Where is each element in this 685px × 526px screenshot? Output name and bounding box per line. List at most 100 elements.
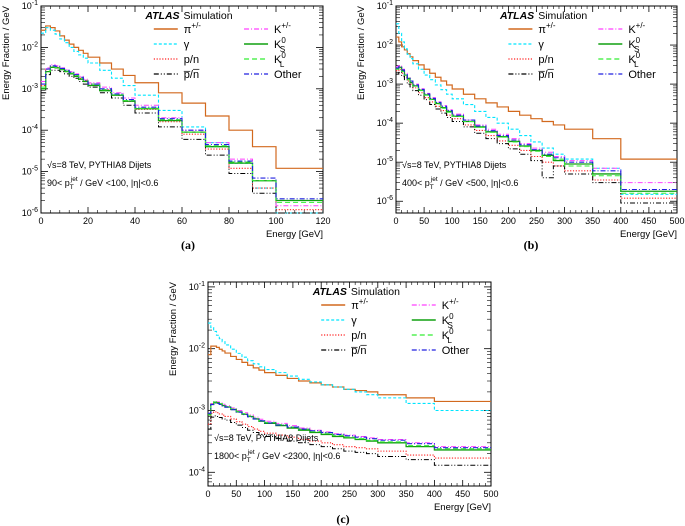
cut-rest: / GeV <100, |η|<0.6: [78, 178, 159, 188]
y-tick-base: 10: [377, 196, 387, 206]
x-tick-label: 300: [370, 489, 385, 499]
y-tick-exp: -1: [199, 281, 205, 288]
x-tick-label: 100: [268, 216, 283, 226]
y-tick-base: 10: [22, 125, 32, 135]
legend-label-pi: π+/-: [184, 21, 201, 36]
series-line-gamma: [208, 322, 491, 412]
cut-label: 400< pTjet / GeV <500, |η|<0.6: [402, 176, 518, 191]
cut-sub-T: T: [430, 184, 434, 191]
y-tick-label: 10-3: [22, 83, 38, 94]
legend-sub: S: [280, 45, 285, 54]
legend-sub: L: [634, 60, 639, 69]
legend-main: K: [442, 300, 450, 312]
x-tick-label: 200: [501, 216, 516, 226]
x-tick-label: 450: [455, 489, 470, 499]
legend-sup: +/-: [546, 21, 556, 30]
x-tick-label: 40: [130, 216, 140, 226]
legend-label-pn: p/n: [538, 54, 553, 66]
legend-main: π: [351, 300, 359, 312]
legend-sup: 0: [281, 51, 286, 60]
cut-pre: 400< p: [402, 178, 430, 188]
legend-sup: 0: [281, 36, 286, 45]
legend-label-ks: K0 S: [628, 36, 640, 54]
x-tick-label: 200: [314, 489, 329, 499]
x-axis-title: Energy [GeV]: [620, 229, 677, 240]
cut-pre: 1800< p: [214, 451, 247, 461]
y-tick-label: 10-3: [189, 404, 205, 415]
legend-main: K: [628, 24, 636, 36]
y-tick-exp: -3: [32, 83, 38, 90]
atlas-bold: ATLAS: [144, 10, 179, 22]
legend-label-kl: K0 L: [628, 51, 640, 69]
y-tick-label: 10-5: [22, 166, 38, 177]
legend-label-ks: K0 S: [442, 312, 454, 330]
x-tick-label: 80: [224, 216, 234, 226]
y-tick-label: 10-6: [22, 207, 38, 218]
x-tick-label: 100: [445, 216, 460, 226]
panel-b: (b) 0 50 100 150 200 250 300 350 400 450 50010-610…: [356, 0, 685, 252]
legend-sup: +/-: [636, 21, 646, 30]
atlas-simulation: Simulation: [351, 286, 400, 298]
x-tick-label: 20: [83, 216, 93, 226]
x-tick-label: 0: [393, 216, 398, 226]
energy-label: √s=8 TeV, PYTHIA8 Dijets: [47, 160, 152, 170]
series-line-pn: [396, 68, 677, 199]
legend-label-gamma: γ: [184, 39, 190, 51]
energy-label: √s=8 TeV, PYTHIA8 Dijets: [214, 433, 319, 443]
y-tick-base: 10: [189, 467, 199, 477]
legend-label-kpm: K+/-: [274, 21, 291, 36]
legend-label-kpm: K+/-: [442, 297, 459, 312]
y-tick-exp: -5: [32, 166, 38, 173]
legend-main: K: [274, 39, 282, 51]
series-line-pnbar: [41, 69, 323, 214]
series-line-pi: [396, 36, 677, 160]
legend-main: γ: [184, 39, 190, 51]
x-tick-label: 50: [231, 489, 241, 499]
y-tick-base: 10: [377, 1, 387, 11]
x-tick-label: 350: [585, 216, 600, 226]
series-line-ks: [41, 66, 323, 202]
panel-label-c: (c): [336, 512, 349, 526]
legend-main: p̅/n̅: [183, 69, 200, 81]
atlas-label: ATLAS Simulation: [144, 10, 232, 22]
legend-main: K: [442, 330, 450, 342]
y-tick-base: 10: [377, 157, 387, 167]
series-line-kl: [396, 67, 677, 194]
y-tick-label: 10-1: [22, 0, 38, 11]
atlas-label: ATLAS Simulation: [499, 10, 587, 22]
x-tick-label: 300: [557, 216, 572, 226]
legend-sup: 0: [636, 51, 641, 60]
legend-main: p/n: [184, 54, 199, 66]
x-tick-label: 250: [342, 489, 357, 499]
legend-label-ks: K0 S: [274, 36, 286, 54]
legend-label-pnbar: p̅/n̅: [538, 69, 555, 81]
y-tick-label: 10-2: [377, 39, 393, 50]
series-line-pi: [208, 345, 491, 403]
cut-sub-T: T: [247, 457, 251, 464]
legend-label-pi: π+/-: [351, 297, 368, 312]
cut-label: 1800< pTjet / GeV <2300, |η|<0.6: [214, 449, 340, 464]
cut-sup-jet: jet: [247, 449, 255, 456]
cut-rest: / GeV <500, |η|<0.6: [438, 178, 519, 188]
legend-main: K: [274, 54, 282, 66]
legend-main: p̅/n̅: [538, 69, 555, 81]
legend-main: Other: [628, 69, 656, 81]
y-tick-label: 10-1: [377, 0, 393, 11]
atlas-label: ATLAS Simulation: [312, 286, 400, 298]
legend-label-gamma: γ: [351, 315, 357, 327]
y-tick-exp: -1: [32, 0, 38, 7]
legend-label-pnbar: p̅/n̅: [183, 69, 200, 81]
cut-rest: / GeV <2300, |η|<0.6: [255, 451, 341, 461]
cut-pre: 90< p: [47, 178, 70, 188]
x-tick-label: 0: [38, 216, 43, 226]
x-tick-label: 60: [177, 216, 187, 226]
y-tick-label: 10-2: [189, 343, 205, 354]
legend-label-other: Other: [274, 69, 302, 81]
x-axis-title: Energy [GeV]: [434, 502, 491, 513]
y-axis-title: Energy Fraction / GeV: [168, 281, 179, 376]
legend-label-kpm: K+/-: [628, 21, 645, 36]
legend-main: p/n: [351, 330, 366, 342]
y-axis-title: Energy Fraction / GeV: [1, 5, 12, 100]
legend-sub: L: [448, 336, 453, 345]
